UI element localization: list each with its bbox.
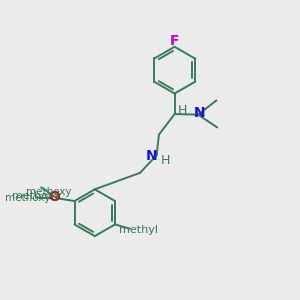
Text: methyl: methyl — [119, 225, 158, 235]
Text: H: H — [160, 154, 170, 167]
Text: H: H — [178, 104, 187, 117]
Text: N: N — [194, 106, 205, 120]
Text: O: O — [48, 190, 60, 204]
Text: N: N — [146, 149, 157, 163]
Text: methoxy: methoxy — [12, 191, 61, 201]
Text: methoxy: methoxy — [5, 193, 50, 202]
Text: methoxy: methoxy — [26, 187, 72, 197]
Text: F: F — [170, 34, 179, 47]
